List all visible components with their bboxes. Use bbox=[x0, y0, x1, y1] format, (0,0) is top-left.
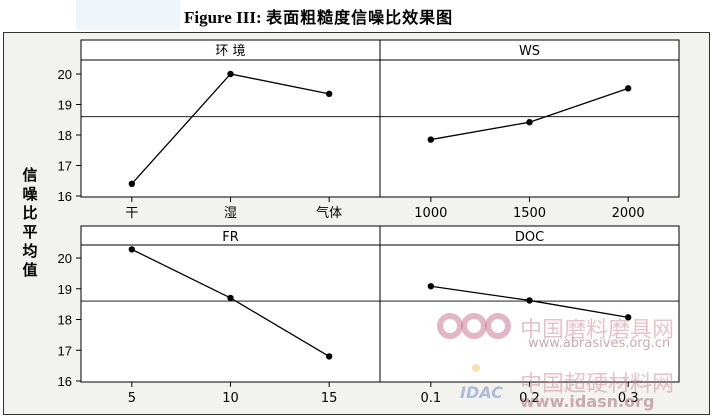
panel-top-left: 环 境 16 17 18 19 20 干 湿 气体 bbox=[58, 39, 381, 221]
idac-logo-text: IDAC bbox=[460, 383, 503, 402]
panel-bottom-left: FR 16 17 18 19 20 5 10 15 bbox=[58, 225, 381, 406]
y-tick-label: 18 bbox=[58, 313, 72, 328]
x-tick-label: 0.1 bbox=[420, 391, 441, 406]
y-tick-label: 16 bbox=[58, 374, 72, 389]
y-axis-label: 信噪比平均值 bbox=[22, 166, 38, 279]
y-tick-label: 17 bbox=[58, 159, 72, 174]
data-point bbox=[227, 294, 234, 302]
data-point bbox=[624, 314, 632, 321]
abrasives-logo-icon bbox=[437, 313, 511, 339]
x-tick-label: 0.2 bbox=[519, 391, 540, 406]
figure-caption: 表面粗糙度信噪比效果图 bbox=[266, 8, 454, 27]
x-tick-label: 0.3 bbox=[618, 391, 639, 406]
data-point bbox=[227, 70, 234, 78]
x-tick-label: 1500 bbox=[513, 206, 546, 221]
panel-box bbox=[379, 225, 680, 383]
x-tick-label: 15 bbox=[321, 391, 338, 406]
title-highlight-strip bbox=[76, 0, 180, 30]
y-tick-label: 17 bbox=[58, 343, 72, 358]
y-tick-label: 16 bbox=[58, 189, 72, 204]
x-tick-label: 干 bbox=[125, 206, 138, 221]
x-tick-label: 10 bbox=[222, 391, 239, 406]
panel-title: 环 境 bbox=[215, 44, 245, 59]
data-point bbox=[526, 297, 533, 304]
figure-title: Figure III: 表面粗糙度信噪比效果图 bbox=[184, 4, 453, 28]
data-point bbox=[325, 90, 333, 98]
data-point bbox=[526, 118, 533, 126]
idac-logo-icon: IDAC bbox=[460, 364, 503, 402]
watermark-site1-url: www.abrasives.org.cn bbox=[528, 336, 671, 351]
x-tick-label: 湿 bbox=[224, 206, 237, 221]
data-point bbox=[325, 353, 333, 360]
y-tick-label: 20 bbox=[58, 251, 72, 266]
data-point bbox=[624, 85, 632, 92]
x-tick-label: 5 bbox=[128, 391, 136, 406]
watermark-site2-name: 中国超硬材料网 bbox=[520, 372, 675, 397]
y-tick-label: 20 bbox=[58, 67, 72, 82]
panel-box bbox=[379, 39, 680, 198]
x-tick-label: 1000 bbox=[414, 206, 447, 221]
y-tick-label: 18 bbox=[58, 128, 72, 143]
panel-box bbox=[80, 39, 381, 198]
watermark-site1-name: 中国磨料磨具网 bbox=[520, 318, 675, 343]
data-point bbox=[427, 136, 435, 143]
x-tick-label: 气体 bbox=[316, 205, 342, 221]
y-tick-label: 19 bbox=[58, 282, 72, 297]
panel-title: WS bbox=[519, 44, 540, 59]
y-tick-label: 19 bbox=[58, 98, 72, 113]
watermark-site2-url: www.idasn.org bbox=[520, 392, 655, 411]
panel-bottom-right: DOC 0.1 0.2 0.3 bbox=[379, 225, 680, 406]
panel-title: DOC bbox=[515, 230, 544, 245]
data-point bbox=[128, 180, 136, 187]
figure-label: Figure III: bbox=[184, 8, 262, 27]
data-point bbox=[427, 283, 435, 290]
data-point bbox=[128, 246, 136, 253]
panel-box bbox=[80, 225, 381, 383]
x-tick-label: 2000 bbox=[612, 206, 645, 221]
panel-title: FR bbox=[222, 230, 239, 245]
panel-top-right: WS 1000 1500 2000 bbox=[379, 39, 680, 221]
